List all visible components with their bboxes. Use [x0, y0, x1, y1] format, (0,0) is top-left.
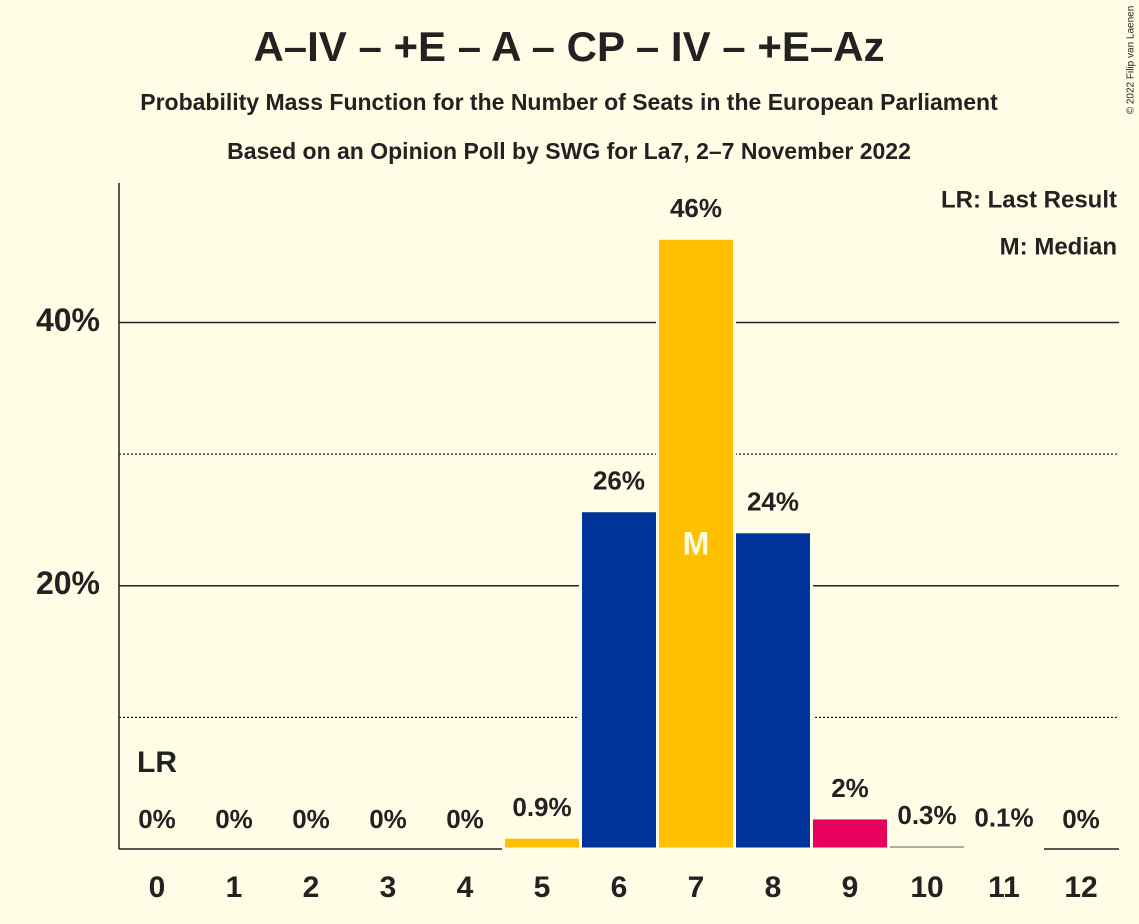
x-tick-label: 7 — [688, 871, 705, 904]
x-tick-label: 6 — [611, 871, 628, 904]
chart-title: A–IV – +E – A – CP – IV – +E–Az — [253, 23, 884, 70]
value-label: 26% — [593, 466, 645, 496]
value-label: 0.1% — [974, 803, 1033, 833]
x-tick-label: 1 — [226, 871, 243, 904]
y-tick-label: 20% — [36, 565, 100, 601]
bar — [887, 843, 967, 851]
x-tick-label: 2 — [303, 871, 320, 904]
bar — [502, 835, 582, 851]
value-label: 24% — [747, 487, 799, 517]
x-tick-label: 5 — [534, 871, 551, 904]
value-label: 0% — [446, 804, 484, 834]
value-label: 0.9% — [512, 792, 571, 822]
value-label: 0% — [369, 804, 407, 834]
chart-subtitle: Based on an Opinion Poll by SWG for La7,… — [227, 138, 911, 164]
legend-entry: LR: Last Result — [941, 186, 1117, 213]
value-label: 0.3% — [897, 800, 956, 830]
bar — [810, 816, 890, 851]
bar — [964, 846, 1044, 851]
x-tick-label: 8 — [765, 871, 782, 904]
value-label: 0% — [1062, 804, 1100, 834]
x-tick-label: 9 — [842, 871, 859, 904]
x-tick-label: 10 — [910, 871, 943, 904]
value-label: 0% — [215, 804, 253, 834]
x-tick-label: 0 — [149, 871, 166, 904]
bar — [579, 509, 659, 851]
value-label: 0% — [138, 804, 176, 834]
x-tick-label: 4 — [457, 871, 474, 904]
median-marker: M — [683, 525, 710, 561]
x-tick-label: 3 — [380, 871, 397, 904]
value-label: 2% — [831, 773, 869, 803]
bar — [733, 530, 813, 851]
chart-subtitle: Probability Mass Function for the Number… — [140, 89, 998, 115]
x-tick-label: 12 — [1064, 871, 1097, 904]
bar — [656, 236, 736, 851]
legend-entry: M: Median — [1000, 233, 1117, 260]
y-tick-label: 40% — [36, 302, 100, 338]
value-label: 46% — [670, 193, 722, 223]
last-result-marker: LR — [137, 746, 177, 779]
value-label: 0% — [292, 804, 330, 834]
copyright: © 2022 Filip van Laenen — [1126, 6, 1137, 115]
x-tick-label: 11 — [988, 871, 1020, 904]
